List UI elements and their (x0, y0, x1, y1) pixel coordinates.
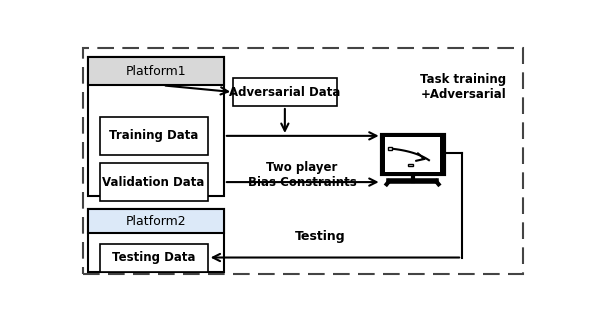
FancyBboxPatch shape (386, 137, 440, 172)
FancyBboxPatch shape (100, 117, 208, 155)
Text: Two player
Bias Constraints: Two player Bias Constraints (248, 161, 356, 189)
Text: Validation Data: Validation Data (103, 176, 205, 189)
Text: Platform1: Platform1 (126, 65, 187, 78)
Text: Platform2: Platform2 (126, 215, 187, 228)
FancyBboxPatch shape (388, 147, 392, 149)
FancyBboxPatch shape (88, 210, 224, 233)
Text: Task training
+Adversarial: Task training +Adversarial (420, 73, 506, 100)
Text: Testing Data: Testing Data (112, 251, 195, 264)
Text: Training Data: Training Data (109, 129, 198, 142)
FancyBboxPatch shape (100, 163, 208, 201)
Text: Adversarial Data: Adversarial Data (229, 86, 340, 99)
Text: Testing: Testing (295, 230, 346, 243)
FancyBboxPatch shape (100, 244, 208, 271)
FancyBboxPatch shape (88, 58, 224, 196)
FancyBboxPatch shape (381, 135, 444, 173)
FancyBboxPatch shape (88, 210, 224, 271)
FancyBboxPatch shape (233, 78, 337, 106)
FancyBboxPatch shape (409, 164, 413, 166)
FancyBboxPatch shape (88, 58, 224, 85)
